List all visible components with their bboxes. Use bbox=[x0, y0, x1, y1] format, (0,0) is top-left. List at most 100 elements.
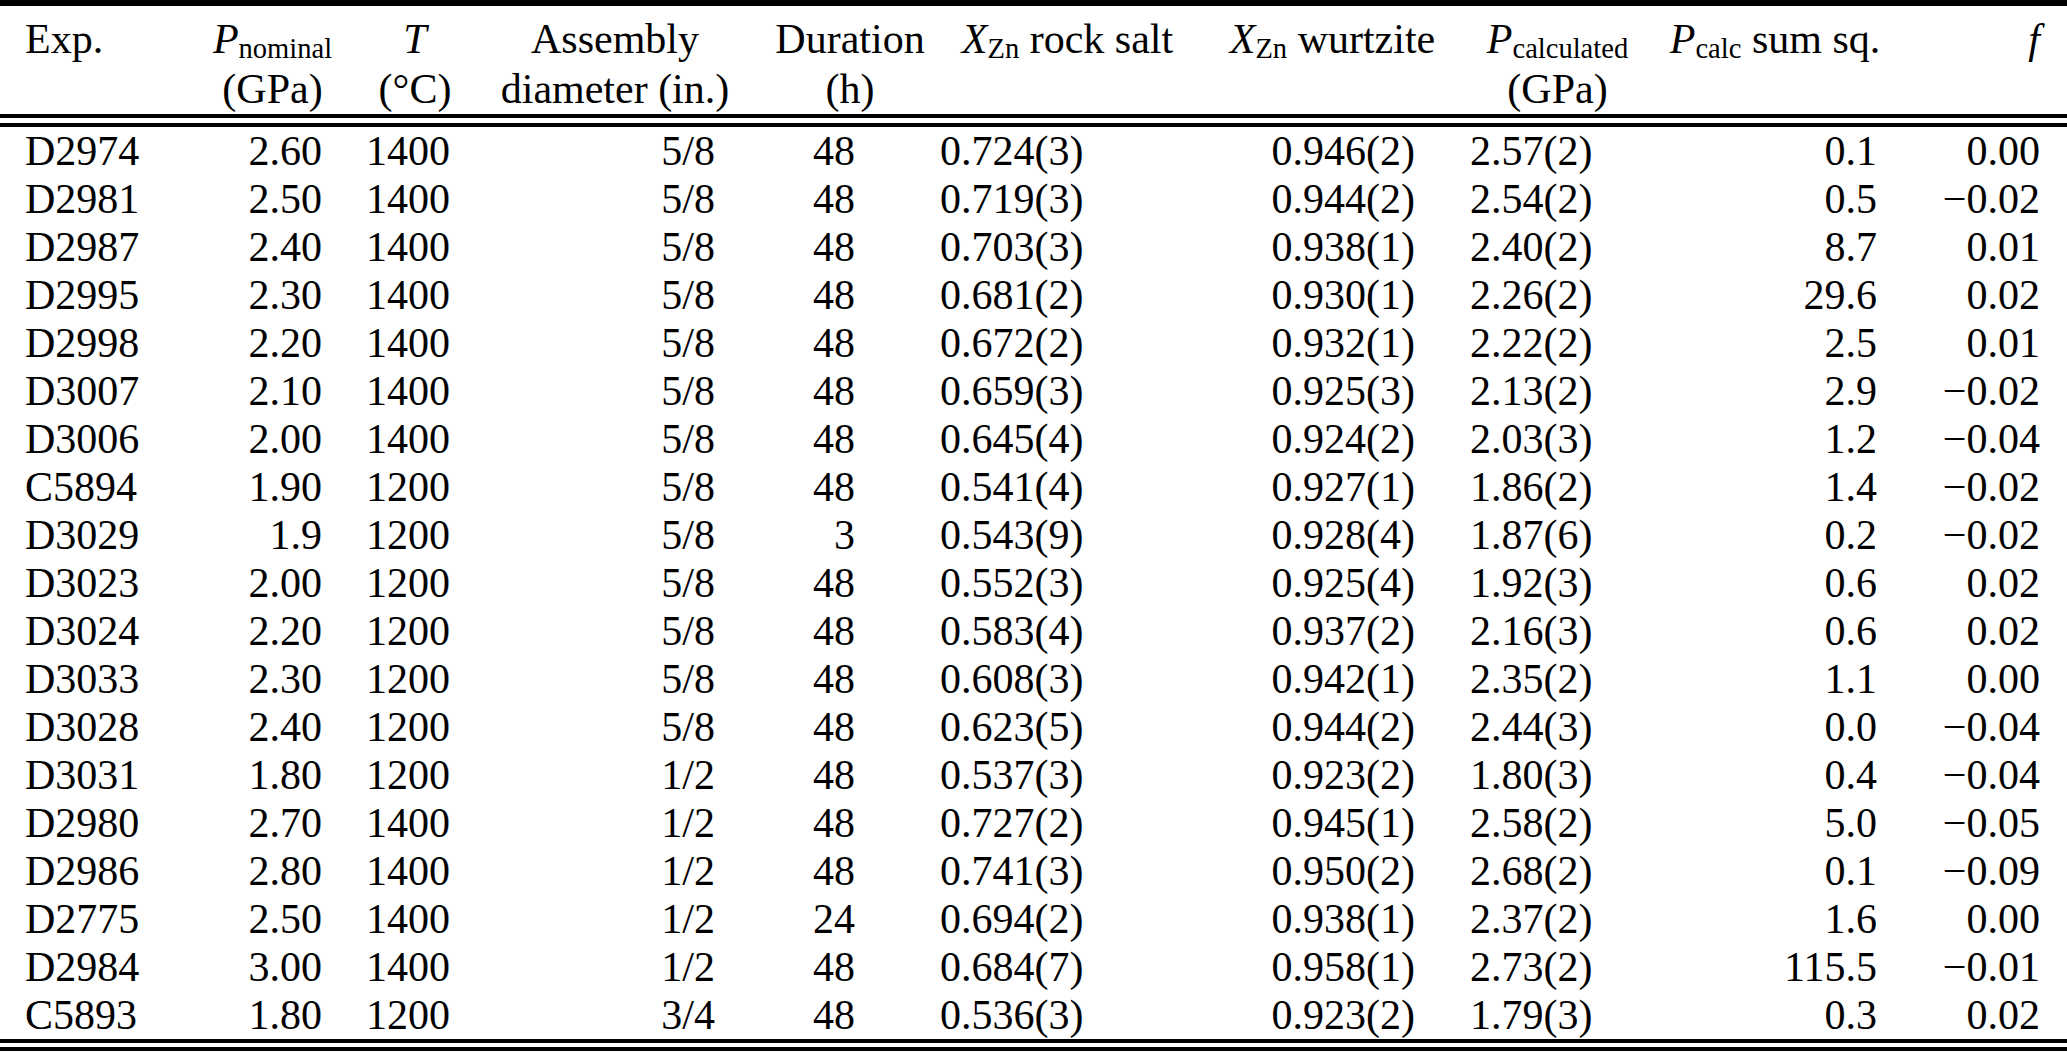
cell-temperature: 1400 bbox=[360, 223, 470, 271]
cell-x-wurtzite: 0.958(1) bbox=[1195, 943, 1470, 991]
cell-p-calculated: 2.16(3) bbox=[1470, 607, 1645, 655]
table-row: D3031 1.80 1200 1/2 48 0.537(3) 0.923(2)… bbox=[0, 751, 2067, 799]
cell-p-calc-sum-sq: 1.2 bbox=[1645, 415, 1905, 463]
subscript: nominal bbox=[239, 33, 333, 64]
cell-x-rock-salt: 0.543(9) bbox=[940, 511, 1195, 559]
cell-p-calculated: 2.13(2) bbox=[1470, 367, 1645, 415]
cell-p-calculated: 2.22(2) bbox=[1470, 319, 1645, 367]
cell-experiment-id: D2987 bbox=[0, 223, 185, 271]
x-symbol: X bbox=[962, 16, 988, 62]
cell-x-rock-salt: 0.541(4) bbox=[940, 463, 1195, 511]
column-header-temperature: T (°C) bbox=[360, 3, 470, 121]
header-line: Assembly bbox=[470, 14, 760, 64]
cell-f: −0.02 bbox=[1905, 367, 2067, 415]
cell-duration: 48 bbox=[760, 415, 940, 463]
cell-assembly-diameter: 5/8 bbox=[470, 463, 760, 511]
table-row: D2987 2.40 1400 5/8 48 0.703(3) 0.938(1)… bbox=[0, 223, 2067, 271]
cell-p-nominal: 1.9 bbox=[185, 511, 360, 559]
cell-p-nominal: 1.90 bbox=[185, 463, 360, 511]
table-row: C5894 1.90 1200 5/8 48 0.541(4) 0.927(1)… bbox=[0, 463, 2067, 511]
cell-p-calc-sum-sq: 0.1 bbox=[1645, 847, 1905, 895]
subscript: calculated bbox=[1512, 33, 1628, 64]
cell-p-nominal: 2.20 bbox=[185, 319, 360, 367]
cell-f: 0.00 bbox=[1905, 655, 2067, 703]
cell-duration: 24 bbox=[760, 895, 940, 943]
cell-x-rock-salt: 0.623(5) bbox=[940, 703, 1195, 751]
cell-temperature: 1400 bbox=[360, 319, 470, 367]
cell-assembly-diameter: 5/8 bbox=[470, 559, 760, 607]
cell-temperature: 1200 bbox=[360, 511, 470, 559]
table-row: D2995 2.30 1400 5/8 48 0.681(2) 0.930(1)… bbox=[0, 271, 2067, 319]
cell-p-nominal: 2.60 bbox=[185, 121, 360, 176]
cell-assembly-diameter: 5/8 bbox=[470, 367, 760, 415]
cell-f: 0.02 bbox=[1905, 607, 2067, 655]
cell-assembly-diameter: 1/2 bbox=[470, 943, 760, 991]
cell-assembly-diameter: 5/8 bbox=[470, 121, 760, 176]
cell-p-nominal: 2.50 bbox=[185, 175, 360, 223]
cell-p-calc-sum-sq: 8.7 bbox=[1645, 223, 1905, 271]
cell-f: 0.01 bbox=[1905, 319, 2067, 367]
column-header-duration: Duration (h) bbox=[760, 3, 940, 121]
cell-x-rock-salt: 0.537(3) bbox=[940, 751, 1195, 799]
cell-duration: 48 bbox=[760, 223, 940, 271]
cell-f: −0.04 bbox=[1905, 415, 2067, 463]
cell-duration: 48 bbox=[760, 319, 940, 367]
cell-f: −0.04 bbox=[1905, 751, 2067, 799]
cell-duration: 48 bbox=[760, 943, 940, 991]
cell-experiment-id: D2986 bbox=[0, 847, 185, 895]
cell-x-rock-salt: 0.608(3) bbox=[940, 655, 1195, 703]
cell-p-calculated: 2.40(2) bbox=[1470, 223, 1645, 271]
cell-p-nominal: 2.50 bbox=[185, 895, 360, 943]
cell-assembly-diameter: 1/2 bbox=[470, 751, 760, 799]
cell-assembly-diameter: 5/8 bbox=[470, 319, 760, 367]
cell-experiment-id: D3028 bbox=[0, 703, 185, 751]
cell-assembly-diameter: 5/8 bbox=[470, 415, 760, 463]
header-line: T bbox=[360, 14, 470, 64]
cell-x-wurtzite: 0.927(1) bbox=[1195, 463, 1470, 511]
p-symbol: P bbox=[1670, 16, 1696, 62]
cell-duration: 48 bbox=[760, 121, 940, 176]
f-symbol: f bbox=[2028, 16, 2040, 62]
cell-temperature: 1400 bbox=[360, 799, 470, 847]
cell-p-nominal: 1.80 bbox=[185, 751, 360, 799]
cell-assembly-diameter: 5/8 bbox=[470, 271, 760, 319]
table-row: D3033 2.30 1200 5/8 48 0.608(3) 0.942(1)… bbox=[0, 655, 2067, 703]
cell-p-calc-sum-sq: 1.4 bbox=[1645, 463, 1905, 511]
cell-duration: 48 bbox=[760, 799, 940, 847]
cell-x-rock-salt: 0.694(2) bbox=[940, 895, 1195, 943]
experiments-table: Exp. Pnominal (GPa) T (°C) Assembly diam… bbox=[0, 0, 2067, 1051]
cell-x-wurtzite: 0.925(3) bbox=[1195, 367, 1470, 415]
column-header-p-calculated: Pcalculated (GPa) bbox=[1470, 3, 1645, 121]
cell-f: 0.02 bbox=[1905, 559, 2067, 607]
cell-p-nominal: 3.00 bbox=[185, 943, 360, 991]
header-line: Pnominal bbox=[185, 14, 360, 64]
cell-duration: 48 bbox=[760, 463, 940, 511]
cell-p-nominal: 1.80 bbox=[185, 991, 360, 1045]
cell-assembly-diameter: 1/2 bbox=[470, 895, 760, 943]
cell-p-nominal: 2.40 bbox=[185, 703, 360, 751]
cell-assembly-diameter: 5/8 bbox=[470, 223, 760, 271]
header-row: Exp. Pnominal (GPa) T (°C) Assembly diam… bbox=[0, 3, 2067, 121]
cell-p-calculated: 1.86(2) bbox=[1470, 463, 1645, 511]
table-row: C5893 1.80 1200 3/4 48 0.536(3) 0.923(2)… bbox=[0, 991, 2067, 1045]
cell-f: 0.00 bbox=[1905, 895, 2067, 943]
cell-p-calculated: 2.03(3) bbox=[1470, 415, 1645, 463]
cell-x-rock-salt: 0.552(3) bbox=[940, 559, 1195, 607]
cell-x-wurtzite: 0.938(1) bbox=[1195, 223, 1470, 271]
cell-experiment-id: D3023 bbox=[0, 559, 185, 607]
cell-x-wurtzite: 0.923(2) bbox=[1195, 991, 1470, 1045]
cell-duration: 48 bbox=[760, 847, 940, 895]
header-line: diameter (in.) bbox=[470, 64, 760, 114]
cell-duration: 48 bbox=[760, 655, 940, 703]
cell-experiment-id: D2995 bbox=[0, 271, 185, 319]
cell-p-calc-sum-sq: 0.3 bbox=[1645, 991, 1905, 1045]
cell-p-calculated: 2.73(2) bbox=[1470, 943, 1645, 991]
cell-temperature: 1200 bbox=[360, 703, 470, 751]
cell-p-calc-sum-sq: 115.5 bbox=[1645, 943, 1905, 991]
cell-x-rock-salt: 0.659(3) bbox=[940, 367, 1195, 415]
header-unit: (GPa) bbox=[1470, 64, 1645, 114]
cell-experiment-id: D2980 bbox=[0, 799, 185, 847]
table-row: D2998 2.20 1400 5/8 48 0.672(2) 0.932(1)… bbox=[0, 319, 2067, 367]
cell-assembly-diameter: 1/2 bbox=[470, 847, 760, 895]
cell-temperature: 1400 bbox=[360, 271, 470, 319]
